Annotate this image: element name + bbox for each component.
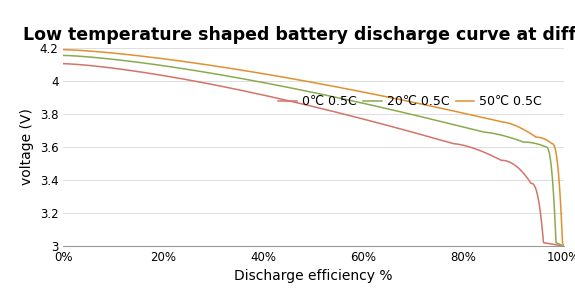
- X-axis label: Discharge efficiency %: Discharge efficiency %: [234, 269, 393, 284]
- Line: 50℃ 0.5C: 50℃ 0.5C: [63, 50, 564, 246]
- 50℃ 0.5C: [560, 244, 567, 248]
- 0℃ 0.5C: [459, 143, 466, 147]
- Legend: 0℃ 0.5C, 20℃ 0.5C, 50℃ 0.5C: 0℃ 0.5C, 20℃ 0.5C, 50℃ 0.5C: [273, 90, 547, 113]
- 0℃ 0.5C: [403, 129, 410, 132]
- Text: Low temperature shaped battery discharge curve at different temperature: Low temperature shaped battery discharge…: [23, 26, 575, 44]
- Line: 0℃ 0.5C: 0℃ 0.5C: [63, 64, 564, 246]
- 50℃ 0.5C: [459, 111, 466, 115]
- Y-axis label: voltage (V): voltage (V): [20, 109, 34, 185]
- 50℃ 0.5C: [403, 99, 410, 103]
- 0℃ 0.5C: [450, 142, 457, 146]
- 50℃ 0.5C: [280, 75, 287, 79]
- 20℃ 0.5C: [111, 58, 118, 61]
- 0℃ 0.5C: [111, 67, 118, 70]
- 0℃ 0.5C: [560, 244, 567, 248]
- 50℃ 0.5C: [450, 109, 457, 113]
- 20℃ 0.5C: [262, 81, 269, 85]
- 20℃ 0.5C: [60, 54, 67, 57]
- 20℃ 0.5C: [450, 123, 457, 126]
- 0℃ 0.5C: [60, 62, 67, 65]
- 20℃ 0.5C: [403, 112, 410, 115]
- 20℃ 0.5C: [459, 125, 466, 129]
- 20℃ 0.5C: [280, 85, 287, 88]
- 50℃ 0.5C: [111, 51, 118, 55]
- Line: 20℃ 0.5C: 20℃ 0.5C: [63, 56, 564, 246]
- 50℃ 0.5C: [60, 48, 67, 52]
- 50℃ 0.5C: [262, 72, 269, 76]
- 0℃ 0.5C: [262, 94, 269, 98]
- 0℃ 0.5C: [280, 98, 287, 101]
- 20℃ 0.5C: [560, 244, 567, 248]
